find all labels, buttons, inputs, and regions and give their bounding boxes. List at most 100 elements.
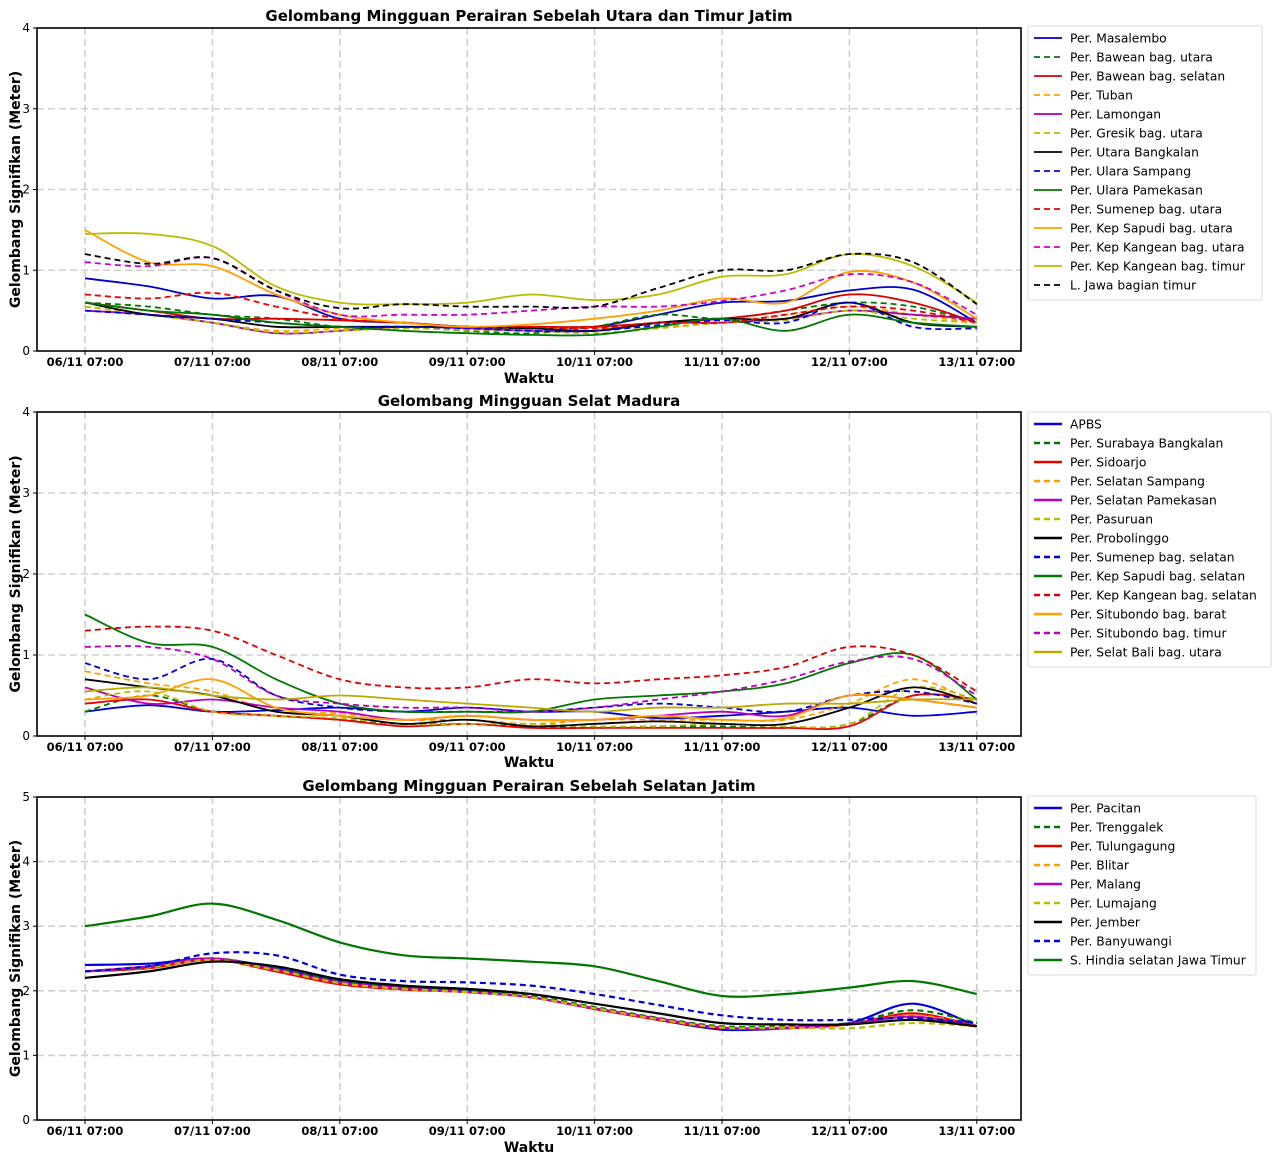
series-line-per-lamongan <box>84 309 977 335</box>
series-line-per-ulara-sampang <box>84 301 977 333</box>
grid <box>37 797 1021 1120</box>
legend-item: Per. Ulara Pamekasan <box>1034 184 1203 198</box>
legend-item: Per. Pasuruan <box>1034 513 1153 527</box>
y-axis-label: Gelombang Signifikan (Meter) <box>8 840 24 1077</box>
x-tick-label: 09/11 07:00 <box>429 1124 506 1138</box>
legend-item: Per. Kep Sapudi bag. selatan <box>1034 570 1245 584</box>
y-axis-label: Gelombang Signifikan (Meter) <box>8 455 24 692</box>
legend-item: Per. Lamongan <box>1034 108 1161 122</box>
legend-item: L. Jawa bagian timur <box>1034 279 1197 293</box>
x-tick-label: 08/11 07:00 <box>301 355 378 369</box>
legend-label: Per. Tulungagung <box>1070 840 1175 854</box>
chart-panel-selat-madura: 0 1 2 3 4 06/11 07:00 07/11 07:00 08/11 07:00 09… <box>8 392 1272 771</box>
series-line-per-ulara-pamekasan <box>84 301 977 337</box>
x-tick-label: 09/11 07:00 <box>429 740 506 754</box>
y-tick-label: 3 <box>22 919 30 933</box>
legend-label: Per. Bawean bag. selatan <box>1070 70 1225 84</box>
x-tick-label: 12/11 07:00 <box>811 355 888 369</box>
chart-title: Gelombang Mingguan Perairan Sebelah Utar… <box>265 7 792 25</box>
legend-label: Per. Kep Sapudi bag. selatan <box>1070 570 1245 584</box>
legend-label: Per. Probolinggo <box>1070 532 1169 546</box>
legend-label: Per. Selat Bali bag. utara <box>1070 646 1222 660</box>
y-tick-label: 0 <box>22 344 30 358</box>
chart-panel-north-east: 0 1 2 3 4 06/11 07:00 07/11 07:00 08/11 07:00 09… <box>8 7 1263 387</box>
y-tick-label: 4 <box>22 21 30 35</box>
y-tick-label: 4 <box>22 405 30 419</box>
legend: Per. Masalembo Per. Bawean bag. utara Per.… <box>1027 25 1263 301</box>
series-line-per-situbondo-bag-barat <box>84 678 977 722</box>
legend-item: Per. Bawean bag. selatan <box>1034 70 1225 84</box>
legend-item: APBS <box>1034 418 1102 432</box>
y-tick-label: 2 <box>22 183 30 197</box>
chart-panel-south: 0 1 2 3 4 5 06/11 07:00 07/11 07:00 08/11 07:00 0… <box>8 777 1257 1156</box>
legend-box <box>1027 25 1263 301</box>
y-tick-label: 0 <box>22 1113 30 1127</box>
legend-box <box>1027 411 1272 668</box>
legend: Per. Pacitan Per. Trenggalek Per. Tulungag… <box>1027 795 1257 976</box>
x-axis-label: Waktu <box>504 755 554 771</box>
legend-label: Per. Kep Sapudi bag. utara <box>1070 222 1233 236</box>
x-tick-label: 12/11 07:00 <box>811 740 888 754</box>
x-axis-label: Waktu <box>504 1140 554 1156</box>
legend-label: Per. Kep Kangean bag. selatan <box>1070 589 1257 603</box>
legend-label: Per. Selatan Pamekasan <box>1070 494 1217 508</box>
y-tick-label: 4 <box>22 855 30 869</box>
x-tick-label: 06/11 07:00 <box>47 740 124 754</box>
legend-item: Per. Pacitan <box>1034 802 1141 816</box>
series-line-l-jawa-bagian-timur <box>84 252 978 310</box>
legend: APBS Per. Surabaya Bangkalan Per. Sidoarjo… <box>1027 411 1272 668</box>
y-tick-label: 2 <box>22 567 30 581</box>
legend-item: Per. Selatan Sampang <box>1034 475 1205 489</box>
y-tick-label: 3 <box>22 102 30 116</box>
x-tick-label: 11/11 07:00 <box>684 355 761 369</box>
legend-item: Per. Surabaya Bangkalan <box>1034 437 1223 451</box>
series-line-per-probolinggo <box>84 678 978 728</box>
legend-item: Per. Situbondo bag. barat <box>1034 608 1226 622</box>
series-line-per-pasuruan <box>84 685 977 729</box>
series-line-per-jember <box>84 960 977 1028</box>
series-line-per-kep-kangean-bag-timur <box>84 232 978 306</box>
series-line-per-kep-sapudi-bag-utara <box>84 229 978 328</box>
legend-item: Per. Kep Kangean bag. utara <box>1034 241 1245 255</box>
legend-label: Per. Kep Kangean bag. utara <box>1070 241 1245 255</box>
y-tick-label: 1 <box>22 648 30 662</box>
x-tick-label: 13/11 07:00 <box>938 1124 1015 1138</box>
series-line-per-sumenep-bag-utara <box>84 291 977 330</box>
legend-label: Per. Malang <box>1070 878 1141 892</box>
legend-label: Per. Trenggalek <box>1070 821 1164 835</box>
legend-label: Per. Selatan Sampang <box>1070 475 1205 489</box>
legend-label: Per. Tuban <box>1070 89 1133 103</box>
series-line-per-situbondo-bag-timur <box>84 645 978 713</box>
legend-item: Per. Masalembo <box>1034 32 1167 46</box>
legend-label: APBS <box>1070 418 1102 432</box>
legend-item: Per. Jember <box>1034 916 1141 930</box>
series-line-per-kep-kangean-bag-selatan <box>84 625 978 693</box>
legend-label: Per. Situbondo bag. timur <box>1070 627 1227 641</box>
legend-label: Per. Pacitan <box>1070 802 1141 816</box>
series-line-per-kep-sapudi-bag-selatan <box>84 613 978 714</box>
x-tick-label: 11/11 07:00 <box>684 740 761 754</box>
legend-label: Per. Masalembo <box>1070 32 1167 46</box>
legend-item: Per. Lumajang <box>1034 897 1157 911</box>
series-line-per-trenggalek <box>84 957 978 1029</box>
legend-label: Per. Sidoarjo <box>1070 456 1146 470</box>
x-tick-label: 11/11 07:00 <box>684 1124 761 1138</box>
legend-label: Per. Pasuruan <box>1070 513 1153 527</box>
plot-frame <box>36 796 1022 1121</box>
x-tick-label: 07/11 07:00 <box>174 1124 251 1138</box>
legend-item: Per. Kep Sapudi bag. utara <box>1034 222 1233 236</box>
series-line-per-gresik-bag-utara <box>84 305 977 335</box>
series-group <box>84 229 978 337</box>
legend-item: Per. Probolinggo <box>1034 532 1169 546</box>
x-tick-label: 10/11 07:00 <box>556 740 633 754</box>
x-tick-label: 07/11 07:00 <box>174 355 251 369</box>
legend-label: Per. Gresik bag. utara <box>1070 127 1203 141</box>
legend-box <box>1027 795 1257 976</box>
y-tick-label: 3 <box>22 486 30 500</box>
x-tick-label: 10/11 07:00 <box>556 355 633 369</box>
legend-item: S. Hindia selatan Jawa Timur <box>1034 954 1247 968</box>
legend-label: Per. Situbondo bag. barat <box>1070 608 1226 622</box>
y-tick-label: 5 <box>22 790 30 804</box>
x-tick-label: 08/11 07:00 <box>301 1124 378 1138</box>
